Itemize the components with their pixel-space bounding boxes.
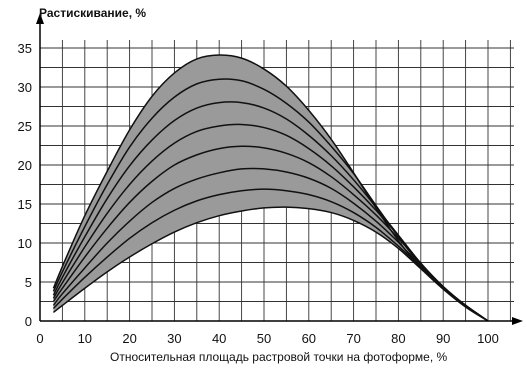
band-area [53, 55, 488, 322]
series-lines [52, 54, 489, 322]
y-tick-label: 10 [18, 236, 32, 251]
x-tick-label: 70 [346, 331, 360, 346]
x-tick-label: 0 [36, 331, 43, 346]
tick-labels: 0 10 20 30 40 50 60 70 80 90 100 0 5 10 15 20 25 30 35 [18, 41, 499, 346]
shaded-band [53, 55, 488, 322]
y-tick-label: 0 [25, 314, 32, 329]
x-axis-title: Относительная площадь растровой точки на… [110, 350, 448, 364]
y-axis-title: Растискивание, % [39, 6, 146, 20]
x-axis-arrow [512, 317, 523, 325]
x-tick-label: 90 [436, 331, 450, 346]
x-tick-label: 20 [122, 331, 136, 346]
x-tick-label: 40 [212, 331, 226, 346]
y-axis-arrow [36, 13, 44, 24]
series-line-5 [52, 145, 489, 322]
x-tick-label: 50 [257, 331, 271, 346]
y-tick-label: 5 [25, 275, 32, 290]
y-tick-label: 20 [18, 158, 32, 173]
x-tick-label: 80 [391, 331, 405, 346]
x-tick-label: 30 [167, 331, 181, 346]
y-tick-label: 35 [18, 41, 32, 56]
x-tick-label: 10 [78, 331, 92, 346]
x-tick-label: 60 [302, 331, 316, 346]
y-tick-label: 30 [18, 80, 32, 95]
y-tick-label: 25 [18, 119, 32, 134]
series-line-7 [52, 188, 489, 322]
y-tick-label: 15 [18, 197, 32, 212]
series-line-6 [52, 167, 489, 322]
x-tick-label: 100 [477, 331, 499, 346]
axes [36, 13, 523, 325]
series-line-8 [52, 206, 489, 322]
